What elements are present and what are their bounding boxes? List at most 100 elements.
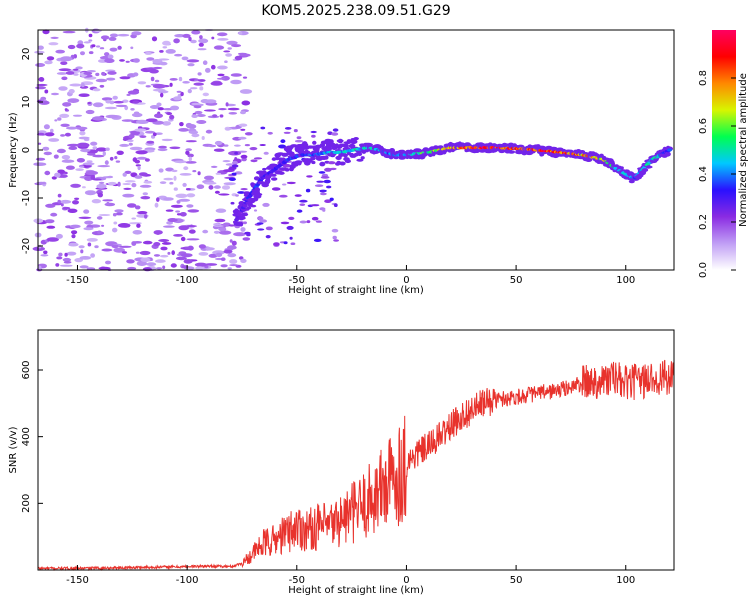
heatmap-cell (118, 245, 132, 248)
heatmap-cell (230, 79, 242, 85)
heatmap-cell (121, 119, 134, 122)
heatmap-cell (108, 36, 117, 41)
heatmap-cell (211, 36, 215, 40)
heatmap-cell (213, 224, 224, 228)
heatmap-cell (293, 163, 299, 167)
heatmap-cell (86, 152, 96, 156)
heatmap-cell (101, 224, 105, 227)
heatmap-cell (146, 57, 155, 61)
heatmap-cell (154, 113, 163, 119)
heatmap-cell (128, 142, 133, 146)
heatmap-cell (160, 92, 164, 98)
heatmap-cell (162, 46, 168, 49)
heatmap-cell (166, 221, 174, 225)
heatmap-cell (159, 181, 167, 185)
heatmap-cell (187, 209, 200, 213)
heatmap-cell (54, 119, 58, 122)
snr-frame (37, 329, 675, 571)
heatmap-cell (224, 60, 228, 63)
heatmap-cell (87, 102, 92, 104)
heatmap-cell (324, 167, 332, 172)
heatmap-cell (202, 92, 209, 97)
heatmap-cell (212, 114, 218, 118)
heatmap-cell (92, 178, 102, 181)
heatmap-cell (135, 251, 140, 254)
heatmap-cell (259, 219, 267, 223)
heatmap-cell (43, 124, 50, 130)
heatmap-cell (198, 79, 206, 82)
heatmap-cell (122, 172, 127, 177)
heatmap-cell (40, 254, 49, 257)
heatmap-cell (628, 179, 635, 184)
heatmap-cell (162, 121, 172, 126)
heatmap-cell (360, 156, 365, 160)
heatmap-cell (228, 166, 237, 171)
heatmap-cell (173, 187, 178, 191)
heatmap-cell (267, 131, 273, 135)
heatmap-cell (319, 190, 326, 193)
heatmap-cell (95, 78, 108, 83)
heatmap-cell (290, 144, 298, 148)
heatmap-cell (234, 55, 243, 61)
heatmap-cell (142, 192, 148, 196)
heatmap-cell (151, 36, 158, 42)
heatmap-cell (50, 128, 54, 133)
heatmap-cell (234, 171, 243, 175)
heatmap-cell (217, 65, 228, 70)
heatmap-cell (161, 242, 172, 245)
heatmap-cell (113, 247, 125, 253)
heatmap-cell (86, 160, 93, 163)
heatmap-cell (188, 229, 196, 234)
heatmap-cell (235, 194, 239, 197)
heatmap-cell (167, 218, 178, 222)
heatmap-cell (81, 82, 85, 88)
heatmap-cell (99, 84, 105, 88)
heatmap-cell (299, 203, 306, 206)
heatmap-cell (185, 150, 190, 155)
heatmap-cell (80, 51, 85, 56)
heatmap-cell (256, 222, 264, 225)
heatmap-cell (230, 201, 235, 205)
heatmap-cell (156, 197, 160, 202)
y-tick-label: -10 (21, 190, 32, 206)
heatmap-cell (176, 213, 182, 216)
heatmap-cell (78, 165, 85, 168)
heatmap-cell (179, 173, 192, 176)
heatmap-cell (43, 250, 48, 255)
heatmap-cell (246, 206, 252, 210)
heatmap-cell (180, 247, 186, 250)
heatmap-cell (194, 110, 203, 115)
heatmap-cell (374, 144, 381, 148)
heatmap-cell (161, 138, 173, 142)
heatmap-cell (77, 40, 84, 45)
heatmap-cell (322, 208, 326, 212)
heatmap-cell (136, 223, 141, 228)
heatmap-cell (348, 143, 356, 149)
heatmap-cell (61, 76, 68, 81)
heatmap-cell (215, 252, 223, 257)
heatmap-cell (95, 72, 100, 77)
heatmap-cell (180, 91, 184, 97)
heatmap-cell (137, 211, 148, 215)
heatmap-cell (35, 63, 46, 67)
heatmap-cell (310, 156, 316, 161)
heatmap-cell (101, 97, 113, 101)
heatmap-cell (76, 158, 85, 163)
heatmap-cell (76, 43, 85, 49)
heatmap-cell (135, 150, 148, 155)
heatmap-cell (339, 161, 346, 166)
heatmap-cell (185, 188, 191, 191)
heatmap-cell (271, 187, 281, 191)
heatmap-cell (133, 72, 139, 77)
heatmap-cell (273, 242, 280, 247)
heatmap-cell (62, 257, 72, 262)
heatmap-cell (182, 182, 187, 187)
heatmap-cell (194, 262, 208, 267)
heatmap-cell (73, 73, 79, 76)
heatmap-cell (198, 252, 209, 256)
heatmap-cell (213, 223, 222, 226)
heatmap-cell (311, 160, 316, 165)
heatmap-cell (326, 185, 332, 189)
spectrogram-y-ticks: -20 -10 0 10 20 (21, 48, 43, 254)
